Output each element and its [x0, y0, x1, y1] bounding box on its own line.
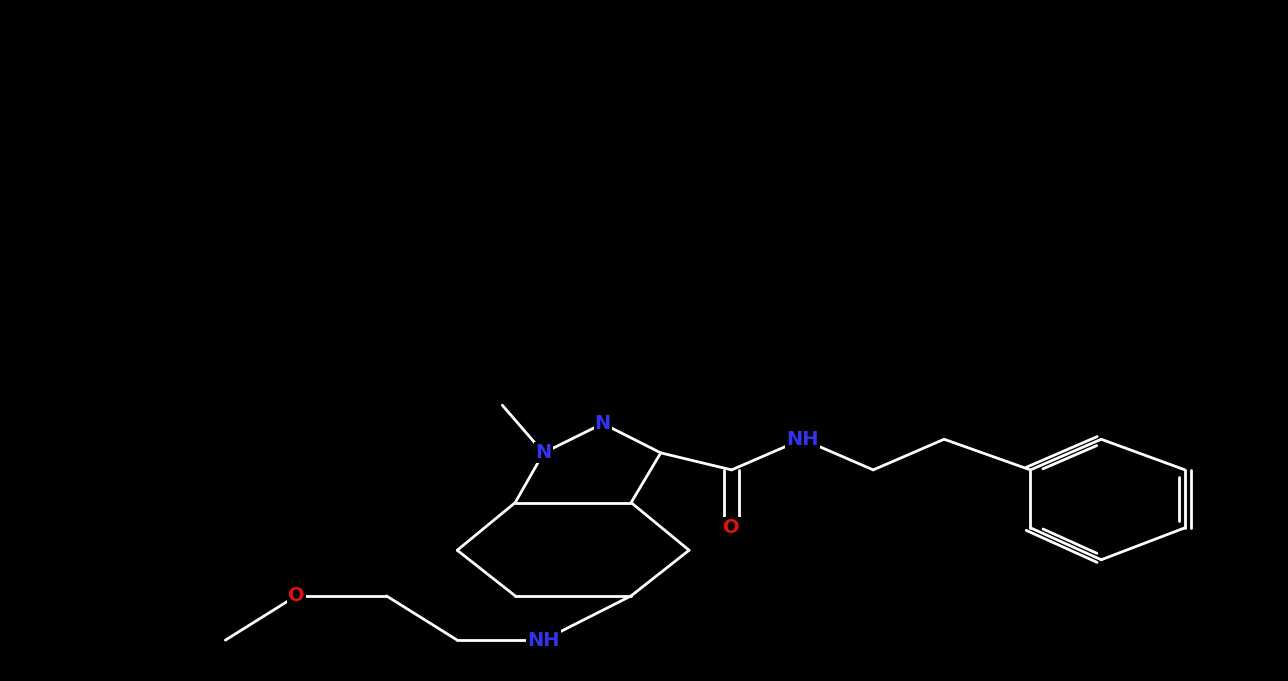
Text: NH: NH: [786, 430, 819, 449]
Text: NH: NH: [527, 631, 560, 650]
Text: O: O: [724, 518, 739, 537]
Text: N: N: [536, 443, 551, 462]
Text: N: N: [595, 414, 611, 433]
Text: O: O: [289, 586, 304, 605]
